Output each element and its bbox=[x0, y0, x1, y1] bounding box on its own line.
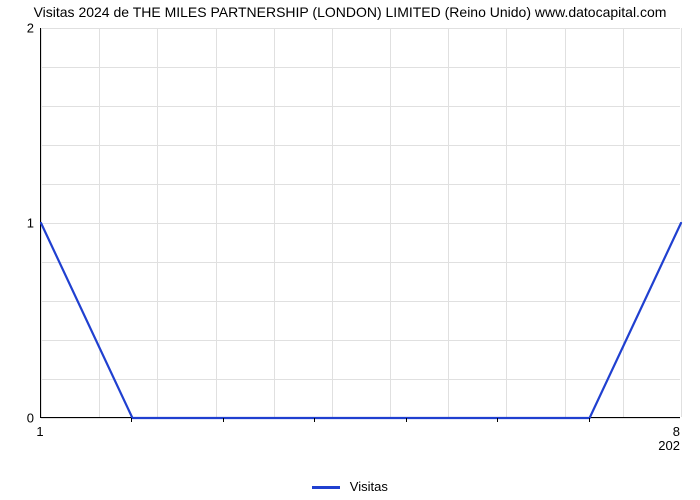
legend-swatch bbox=[312, 486, 340, 489]
x-tick-label: 8 bbox=[673, 424, 680, 439]
x-minor-tick bbox=[314, 418, 315, 422]
y-tick-label: 1 bbox=[4, 216, 34, 231]
x-minor-tick bbox=[589, 418, 590, 422]
x-tick-label: 1 bbox=[36, 424, 43, 439]
legend: Visitas bbox=[0, 479, 700, 494]
x-minor-tick bbox=[131, 418, 132, 422]
y-tick-label: 0 bbox=[4, 411, 34, 426]
line-series bbox=[41, 28, 681, 418]
chart-title: Visitas 2024 de THE MILES PARTNERSHIP (L… bbox=[0, 4, 700, 20]
legend-label: Visitas bbox=[350, 479, 388, 494]
y-tick-label: 2 bbox=[4, 21, 34, 36]
plot-area bbox=[40, 28, 680, 418]
x-minor-tick bbox=[223, 418, 224, 422]
x-minor-tick bbox=[406, 418, 407, 422]
x-minor-tick bbox=[497, 418, 498, 422]
x-axis-secondary-label: 202 bbox=[658, 438, 680, 453]
chart-area: 012 18 bbox=[40, 28, 680, 418]
